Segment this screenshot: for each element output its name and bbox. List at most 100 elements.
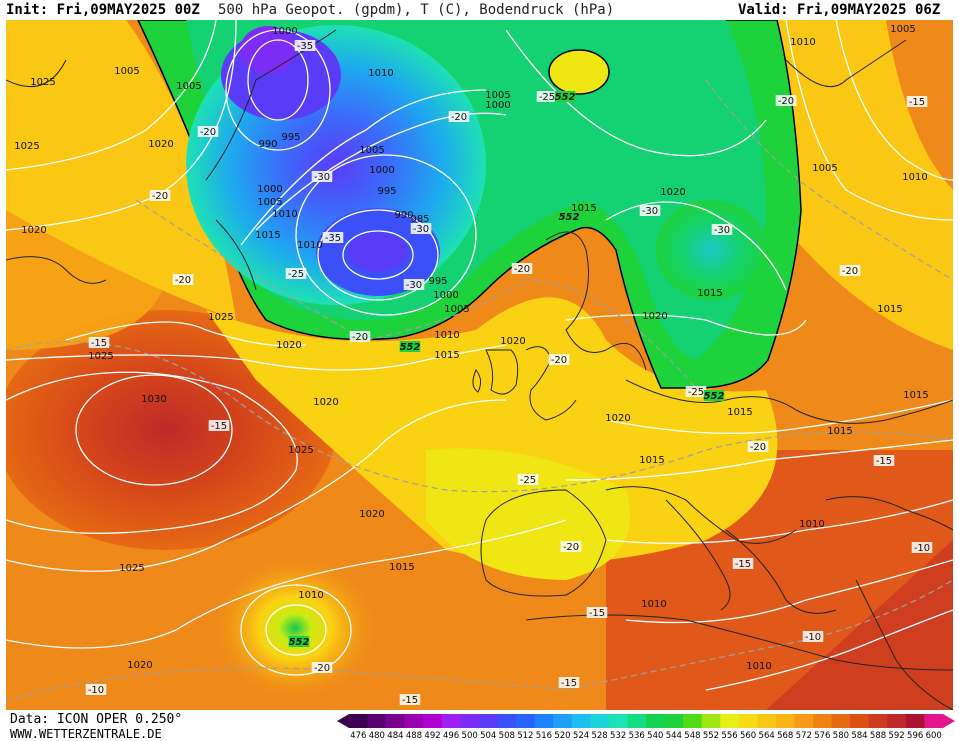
temp-label-bg [311, 171, 333, 182]
color-scale-tick-label: 536 [629, 731, 645, 740]
pressure-label: 1015 [727, 407, 752, 418]
pressure-label: 1025 [14, 141, 39, 152]
temp-label-bg [208, 420, 230, 431]
temp-label: -25 [688, 387, 704, 398]
color-scale-swatch [868, 714, 888, 728]
temp-label: -30 [413, 224, 429, 235]
temp-label-bg [88, 337, 110, 348]
pressure-label: 1020 [359, 509, 384, 520]
temp-label-bg [548, 354, 570, 365]
pressure-label: 1020 [642, 311, 667, 322]
temp-label-bg [906, 96, 928, 107]
temp-label-bg [149, 190, 171, 201]
color-scale-tick-label: 592 [888, 731, 904, 740]
temp-label-bg [558, 677, 580, 688]
color-scale-tick-label: 584 [851, 731, 867, 740]
color-scale-swatch [441, 714, 461, 728]
temp-label-bg [511, 263, 533, 274]
color-scale-swatch [794, 714, 814, 728]
color-scale-tick-label: 492 [424, 731, 440, 740]
temp-label-bg [586, 607, 608, 618]
temp-label: -35 [297, 41, 313, 52]
color-scale-tick-label: 488 [406, 731, 422, 740]
color-scale-swatch [516, 714, 536, 728]
field-cutoff-low [215, 558, 375, 698]
color-scale-tick-label: 600 [926, 731, 942, 740]
geo-label: 552 [400, 342, 421, 353]
pressure-label: 1005 [257, 197, 282, 208]
color-scale-tick-label: 556 [721, 731, 737, 740]
temp-label: -15 [211, 421, 227, 432]
pressure-label: 1010 [746, 661, 771, 672]
field-low-core-south-deep [348, 232, 408, 272]
color-scale-swatch [701, 714, 721, 728]
color-scale-swatch [738, 714, 758, 728]
temp-label: -20 [451, 112, 467, 123]
pressure-label: 1000 [369, 165, 394, 176]
isotherms [6, 79, 953, 701]
temp-label-bg [839, 265, 861, 276]
pressure-label: 1005 [114, 66, 139, 77]
temp-label-bg [560, 541, 582, 552]
pressure-label: 1005 [890, 24, 915, 35]
pressure-label: 1005 [444, 304, 469, 315]
field-far-south-east [766, 540, 953, 710]
temp-label: -20 [514, 264, 530, 275]
field-west-yellow [6, 20, 236, 320]
color-scale-swatch [404, 714, 424, 728]
color-scale-swatch [590, 714, 610, 728]
pressure-label: 1005 [359, 145, 384, 156]
color-scale-tick-label: 528 [591, 731, 607, 740]
temp-label: -20 [175, 275, 191, 286]
temp-label: -20 [563, 542, 579, 553]
temp-label: -10 [805, 632, 821, 643]
color-scale-swatch [720, 714, 740, 728]
color-scale-swatch [534, 714, 554, 728]
pressure-label: 990 [394, 210, 413, 221]
geo-label: 552 [559, 212, 580, 223]
pressure-label: 1010 [368, 68, 393, 79]
pressure-label: 1005 [176, 81, 201, 92]
color-scale-swatch [775, 714, 795, 728]
color-scale-tick-label: 576 [814, 731, 830, 740]
field-yellow-band [206, 297, 778, 563]
temperature-labels: -35 -20 -20 -20 -25 -20 -15 -30 -35 -30 -25 -30 -30 -… [85, 40, 933, 706]
color-scale-left-arrow [337, 714, 349, 728]
color-scale-bar: 476 480 484 488 492 496 500 504 508 512 516 520 524 5… [337, 714, 955, 740]
temp-label-bg [639, 205, 661, 216]
geo-label-bg [288, 636, 310, 647]
temp-label: -15 [589, 608, 605, 619]
color-scale-swatch [683, 714, 703, 728]
temp-label-bg [311, 662, 333, 673]
pressure-label: 1015 [639, 455, 664, 466]
color-scale-swatch [460, 714, 480, 728]
temp-label: -25 [520, 475, 536, 486]
color-scale-swatch [887, 714, 907, 728]
geo-label: 552 [289, 637, 310, 648]
temp-label-bg [711, 224, 733, 235]
pressure-label: 1015 [697, 288, 722, 299]
chart-header: Init: Fri,09MAY2025 00Z 500 hPa Geopot. … [0, 0, 959, 20]
color-scale-swatch [608, 714, 628, 728]
pressure-label: 1010 [298, 590, 323, 601]
color-scale-tick-label: 568 [777, 731, 793, 740]
color-scale-tick-label: 596 [907, 731, 923, 740]
color-scale-swatch [349, 714, 369, 728]
temp-label-bg [517, 474, 539, 485]
pressure-label: 1025 [288, 445, 313, 456]
temp-label: -20 [750, 442, 766, 453]
temp-label: -15 [735, 559, 751, 570]
geo-label-bg [558, 211, 580, 222]
pressure-label: 995 [377, 186, 396, 197]
temp-label-bg [802, 631, 824, 642]
pressure-label: 1010 [799, 519, 824, 530]
color-scale-tick-label: 480 [369, 731, 385, 740]
pressure-label: 1020 [605, 413, 630, 424]
pressure-label: 1005 [485, 90, 510, 101]
pressure-label: 1005 [812, 163, 837, 174]
temp-label-bg [873, 455, 895, 466]
color-scale-swatch [905, 714, 925, 728]
pressure-label: 995 [428, 276, 447, 287]
geo-label-bg [399, 341, 421, 352]
color-scale-tick-label: 560 [740, 731, 756, 740]
